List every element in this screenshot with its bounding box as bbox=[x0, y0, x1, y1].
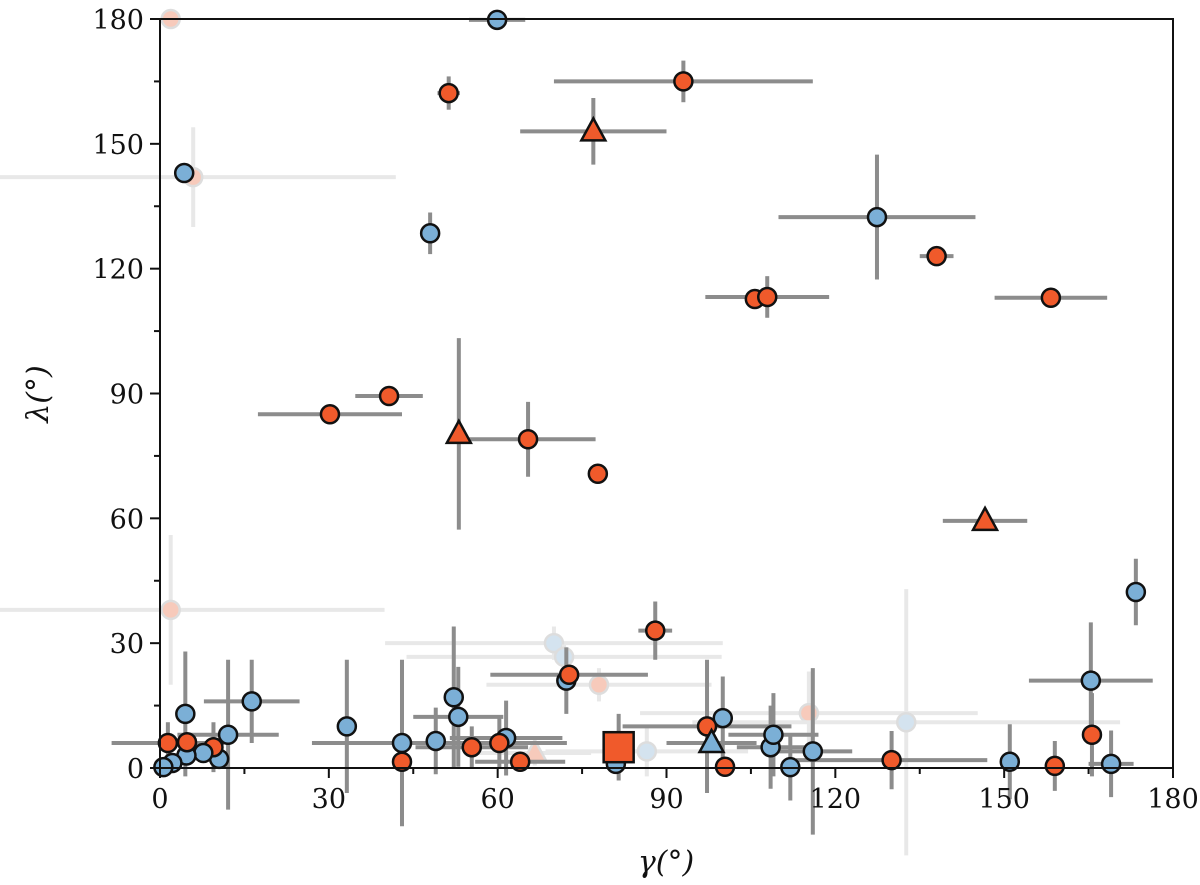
x-tick-label: 90 bbox=[649, 784, 683, 815]
blue-circle-point bbox=[391, 732, 413, 754]
blue-circle-point bbox=[895, 711, 917, 733]
red-triangle-point bbox=[970, 505, 1000, 532]
blue-circle-point bbox=[1125, 581, 1147, 603]
x-tick-label: 30 bbox=[312, 784, 346, 815]
blue-circle-point bbox=[543, 632, 565, 654]
y-tick-label: 90 bbox=[110, 380, 144, 411]
red-triangle-point bbox=[579, 115, 608, 142]
red-circle-point bbox=[798, 702, 820, 724]
blue-circle-point bbox=[866, 206, 888, 228]
blue-circle-point bbox=[1100, 753, 1122, 775]
blue-circle-point bbox=[763, 724, 784, 745]
y-tick-label: 30 bbox=[110, 629, 144, 660]
red-circle-point bbox=[673, 71, 694, 92]
red-circle-point bbox=[461, 736, 483, 758]
blue-circle-point bbox=[419, 223, 441, 244]
blue-triangle-point bbox=[697, 727, 726, 754]
blue-circle-point bbox=[448, 706, 469, 728]
red-triangle-point bbox=[444, 418, 473, 445]
x-tick-label: 180 bbox=[1147, 784, 1199, 815]
blue-circle-point bbox=[999, 751, 1021, 773]
y-tick-label: 0 bbox=[127, 754, 144, 785]
y-tick-label: 120 bbox=[92, 255, 144, 286]
blue-circle-point bbox=[712, 707, 734, 729]
red-circle-point bbox=[378, 385, 400, 407]
red-circle-point bbox=[558, 664, 580, 686]
y-tick-label: 180 bbox=[92, 5, 144, 36]
red-square-point bbox=[602, 730, 635, 764]
blue-circle-point bbox=[443, 687, 465, 708]
red-circle-point bbox=[391, 751, 413, 773]
x-tick-label: 120 bbox=[810, 784, 862, 815]
blue-circle-point bbox=[336, 716, 358, 737]
blue-circle-point bbox=[241, 691, 262, 712]
red-circle-point bbox=[157, 732, 179, 754]
blue-circle-point bbox=[553, 646, 575, 668]
red-circle-point bbox=[1081, 724, 1103, 745]
x-tick-label: 0 bbox=[151, 784, 168, 815]
x-tick-label: 60 bbox=[480, 784, 514, 815]
y-axis-label: λ(°) bbox=[21, 365, 56, 423]
red-circle-point bbox=[509, 751, 531, 773]
red-circle-point bbox=[588, 674, 610, 696]
x-axis-label: γ(°) bbox=[638, 845, 694, 880]
blue-circle-point bbox=[217, 724, 239, 745]
blue-circle-point bbox=[425, 730, 447, 752]
axis-ticks: 0 30 60 90 120 150 180 0 30 60 90 120 150 180 bbox=[92, 5, 1198, 815]
red-circle-point bbox=[714, 756, 736, 778]
red-circle-point bbox=[319, 404, 341, 425]
x-tick-label: 150 bbox=[978, 784, 1030, 815]
red-circle-point bbox=[1044, 755, 1066, 777]
red-circle-point bbox=[926, 245, 947, 267]
blue-circle-point bbox=[636, 741, 658, 762]
data-points bbox=[153, 9, 1147, 778]
red-circle-point bbox=[881, 749, 902, 771]
blue-circle-point bbox=[193, 742, 214, 764]
red-circle-point bbox=[587, 463, 609, 485]
y-tick-label: 60 bbox=[110, 504, 144, 535]
red-circle-point bbox=[160, 599, 181, 621]
blue-circle-point bbox=[802, 741, 824, 762]
red-circle-point bbox=[438, 82, 459, 104]
y-tick-label: 150 bbox=[92, 130, 144, 161]
blue-circle-point bbox=[173, 162, 195, 184]
red-circle-point bbox=[176, 731, 198, 753]
red-circle-point bbox=[489, 732, 510, 754]
blue-circle-point bbox=[175, 703, 196, 725]
red-circle-point bbox=[517, 429, 539, 450]
blue-circle-point bbox=[1080, 670, 1102, 691]
red-circle-point bbox=[756, 286, 778, 308]
red-circle-point bbox=[644, 620, 666, 641]
red-circle-point bbox=[1040, 287, 1062, 309]
error-bars bbox=[111, 11, 1153, 835]
